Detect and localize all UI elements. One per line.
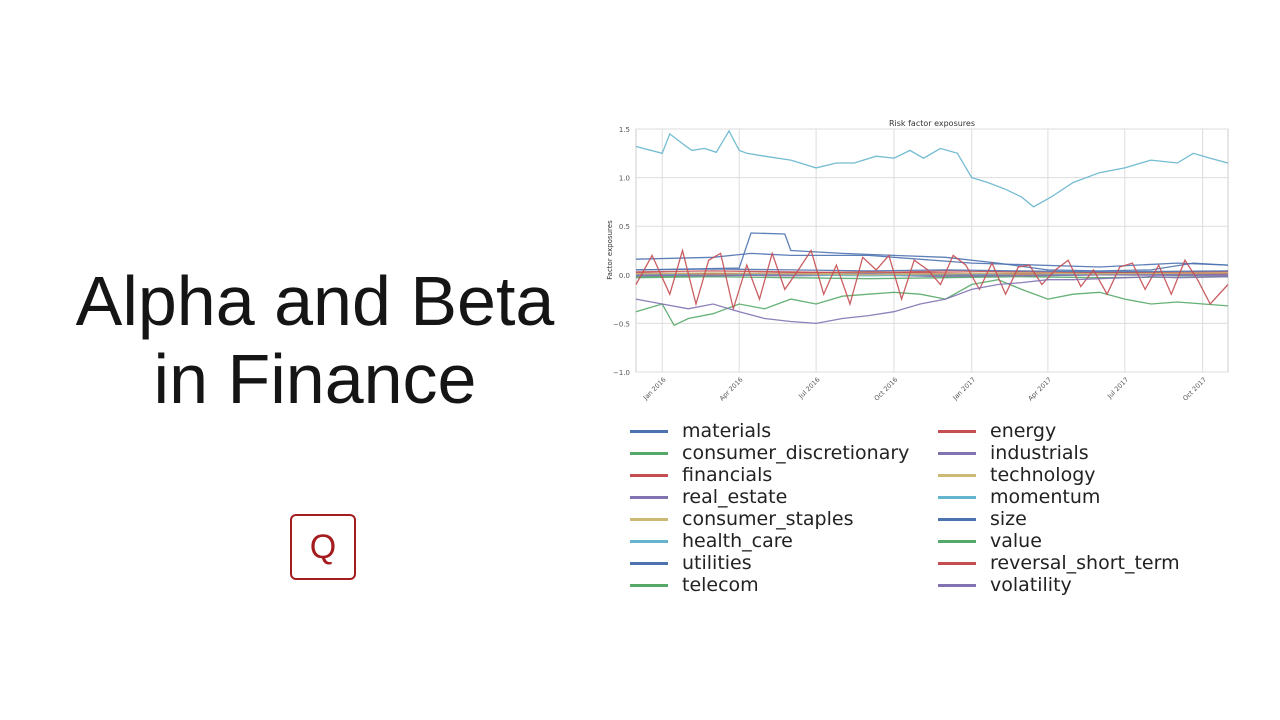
legend-swatch xyxy=(630,539,668,543)
legend-label: consumer_staples xyxy=(682,508,854,530)
quantopian-logo-icon: Q xyxy=(290,514,356,580)
series-line-volatility xyxy=(635,276,1229,325)
logo-letter: Q xyxy=(309,527,337,566)
legend-swatch xyxy=(938,451,976,455)
legend-swatch xyxy=(938,517,976,521)
legend-swatch xyxy=(630,451,668,455)
series-line-reversal_short_term xyxy=(635,248,1229,312)
legend-label: real_estate xyxy=(682,486,788,508)
x-tick-label: Oct 2017 xyxy=(1181,376,1208,403)
y-tick-label: 0.0 xyxy=(619,272,630,280)
legend-label: size xyxy=(990,508,1027,530)
legend-item-materials: materials xyxy=(630,420,938,442)
legend-label: technology xyxy=(990,464,1096,486)
y-tick-label: −1.0 xyxy=(613,369,630,377)
x-tick-label: Jul 2016 xyxy=(796,376,821,401)
y-tick-label: −0.5 xyxy=(613,320,630,328)
legend-item-volatility: volatility xyxy=(938,574,1248,596)
chart-legend: materials consumer_discretionary financial… xyxy=(630,420,1250,596)
legend-swatch xyxy=(630,495,668,499)
series-line-momentum xyxy=(635,129,1229,208)
legend-item-utilities: utilities xyxy=(630,552,938,574)
legend-swatch xyxy=(938,561,976,565)
series-layer xyxy=(635,129,1229,327)
plot-area xyxy=(635,128,1229,373)
y-tick-label: 0.5 xyxy=(619,223,630,231)
slide-title: Alpha and Beta in Finance xyxy=(20,262,610,418)
legend-swatch xyxy=(938,429,976,433)
legend-item-telecom: telecom xyxy=(630,574,938,596)
x-tick-label: Jan 2016 xyxy=(641,376,668,403)
legend-item-size: size xyxy=(938,508,1248,530)
y-tick-label: 1.0 xyxy=(619,175,630,183)
x-tick-label: Apr 2017 xyxy=(1027,376,1054,403)
legend-label: health_care xyxy=(682,530,793,552)
legend-swatch xyxy=(630,561,668,565)
legend-item-financials: financials xyxy=(630,464,938,486)
legend-item-consumer_discretionary: consumer_discretionary xyxy=(630,442,938,464)
legend-label: value xyxy=(990,530,1042,552)
series-line-value xyxy=(635,279,1229,327)
slide-title-line2: in Finance xyxy=(153,340,477,418)
x-tick-label: Apr 2016 xyxy=(718,376,745,403)
legend-item-reversal_short_term: reversal_short_term xyxy=(938,552,1248,574)
legend-item-industrials: industrials xyxy=(938,442,1248,464)
x-tick-label: Jul 2017 xyxy=(1105,376,1130,401)
legend-label: energy xyxy=(990,420,1057,442)
legend-label: momentum xyxy=(990,486,1101,508)
y-axis-label: Factor exposures xyxy=(606,220,614,280)
legend-swatch xyxy=(630,473,668,477)
legend-item-value: value xyxy=(938,530,1248,552)
legend-label: materials xyxy=(682,420,772,442)
legend-swatch xyxy=(938,583,976,587)
legend-label: reversal_short_term xyxy=(990,552,1180,574)
legend-label: utilities xyxy=(682,552,752,574)
risk-factor-chart: 1.5 1.0 0.5 0.0 −0.5 −1.0 Jan 2016 Apr 2016 Jul … xyxy=(606,119,1229,403)
legend-item-energy: energy xyxy=(938,420,1248,442)
x-tick-label: Jan 2017 xyxy=(951,376,978,403)
series-line-materials xyxy=(635,252,1229,268)
series-line-size xyxy=(635,232,1229,272)
legend-swatch xyxy=(630,583,668,587)
legend-label: telecom xyxy=(682,574,759,596)
chart-title: Risk factor exposures xyxy=(889,119,975,128)
x-tick-label: Oct 2016 xyxy=(873,376,900,403)
series-line-technology xyxy=(635,272,1229,276)
legend-item-technology: technology xyxy=(938,464,1248,486)
legend-swatch xyxy=(938,539,976,543)
legend-item-health_care: health_care xyxy=(630,530,938,552)
y-tick-label: 1.5 xyxy=(619,126,630,134)
legend-label: consumer_discretionary xyxy=(682,442,910,464)
legend-item-real_estate: real_estate xyxy=(630,486,938,508)
legend-swatch xyxy=(938,473,976,477)
slide-title-line1: Alpha and Beta xyxy=(75,262,555,340)
legend-item-consumer_staples: consumer_staples xyxy=(630,508,938,530)
legend-label: financials xyxy=(682,464,773,486)
legend-swatch xyxy=(630,429,668,433)
series-line-utilities xyxy=(635,268,1229,273)
legend-swatch xyxy=(938,495,976,499)
legend-label: industrials xyxy=(990,442,1089,464)
grid-layer xyxy=(635,128,1229,373)
legend-swatch xyxy=(630,517,668,521)
legend-item-momentum: momentum xyxy=(938,486,1248,508)
legend-label: volatility xyxy=(990,574,1072,596)
